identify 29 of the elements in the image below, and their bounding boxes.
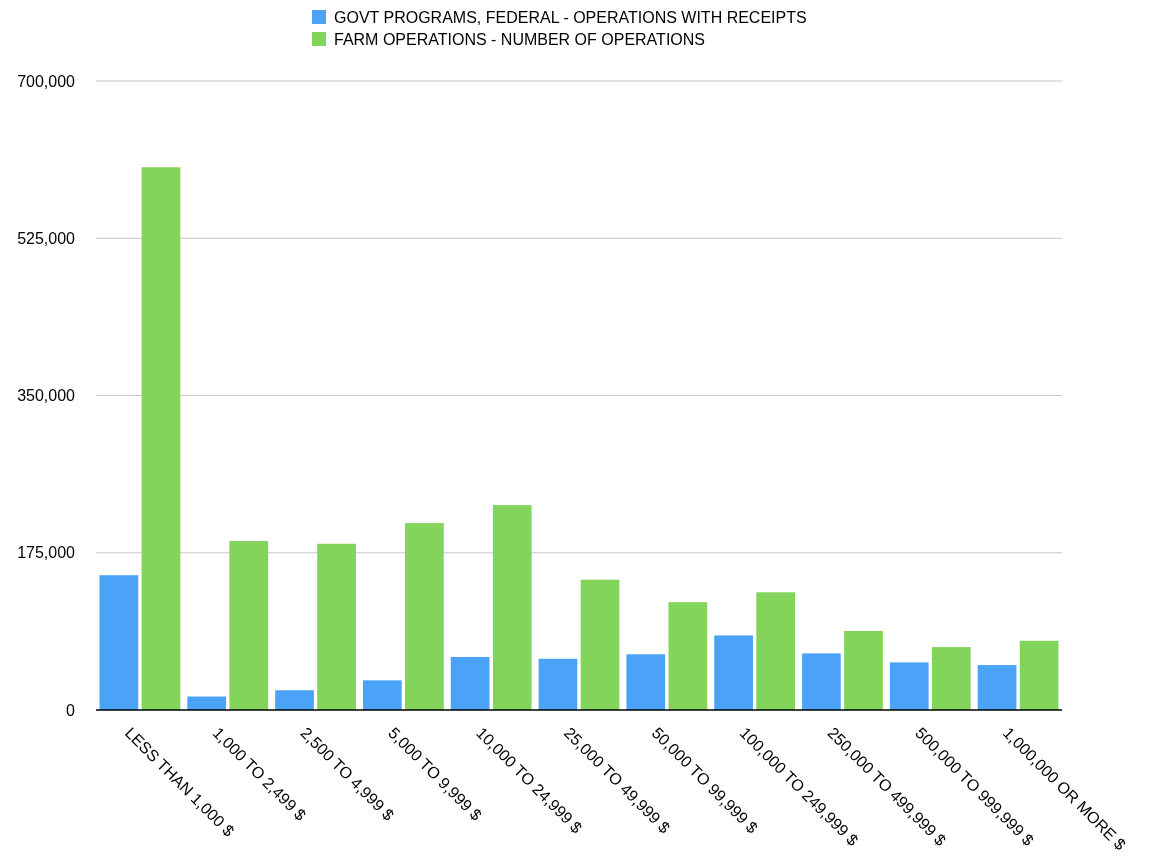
bar [714,635,753,710]
bar [405,523,444,710]
bar [580,579,620,710]
bar [538,658,578,710]
bar [99,575,139,710]
bar [362,680,402,710]
bar [229,541,269,710]
bar [141,167,181,710]
y-tick-label: 700,000 [17,72,76,90]
bar [844,630,883,710]
bar [275,690,314,710]
y-tick-label: 525,000 [17,229,76,247]
bar [668,602,708,710]
legend-label: GOVT PROGRAMS, FEDERAL - OPERATIONS WITH RECEIPTS [334,8,807,26]
bar [492,505,532,710]
y-tick-label: 0 [66,701,76,719]
y-tick-label: 350,000 [17,387,76,405]
legend-label: FARM OPERATIONS - NUMBER OF OPERATIONS [334,30,705,48]
bar [187,696,227,710]
bar [977,665,1017,710]
bar [931,647,971,710]
bar [317,543,356,710]
bar [450,656,490,710]
bar [802,653,841,710]
bar [889,662,929,710]
bar [626,654,666,710]
bar [1019,640,1059,710]
y-tick-label: 175,000 [17,544,76,562]
bar [756,592,796,710]
